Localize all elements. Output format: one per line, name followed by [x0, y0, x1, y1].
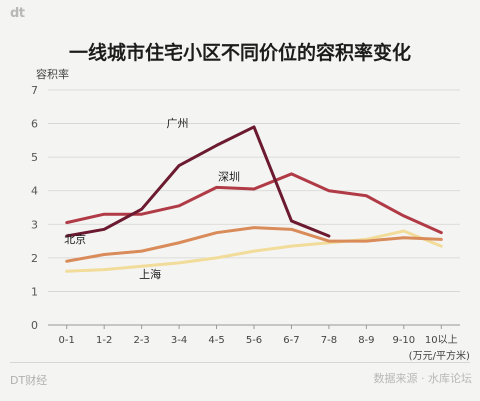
- series-line-北京: [65, 226, 443, 263]
- x-tick-label: 9-10: [392, 335, 415, 346]
- y-axis-label: 容积率: [36, 68, 69, 81]
- footer-divider: [10, 362, 470, 363]
- x-axis-label: (万元/平方米): [409, 349, 470, 362]
- y-tick-label: 1: [31, 285, 38, 298]
- footer-source: 数据来源 · 水库论坛: [373, 372, 473, 385]
- x-tick-label: 4-5: [208, 335, 224, 346]
- y-tick-label: 2: [31, 252, 38, 265]
- series-line-上海: [65, 229, 443, 273]
- series-line-广州: [65, 125, 331, 238]
- y-tick-label: 3: [31, 218, 38, 231]
- series-line-深圳: [65, 172, 443, 235]
- series-label: 上海: [139, 267, 161, 281]
- x-tick-label: 3-4: [171, 335, 187, 346]
- x-tick-label: 8-9: [358, 335, 374, 346]
- x-tick-label: 2-3: [133, 335, 149, 346]
- y-tick-label: 4: [31, 185, 38, 198]
- series-label: 广州: [167, 117, 189, 130]
- footer-brand: DT财经: [10, 374, 48, 387]
- x-tick-label: 6-7: [283, 335, 299, 346]
- x-tick-label: 0-1: [59, 335, 75, 346]
- y-tick-label: 0: [31, 319, 38, 332]
- y-tick-label: 7: [31, 84, 38, 97]
- dt-logo: dt: [10, 6, 25, 21]
- x-tick-label: 5-6: [246, 335, 262, 346]
- x-tick-label: 1-2: [96, 335, 112, 346]
- y-tick-label: 5: [31, 151, 38, 164]
- x-tick-label: 10以上: [425, 334, 458, 346]
- chart-title: 一线城市住宅小区不同价位的容积率变化: [68, 42, 411, 64]
- series-label: 北京: [64, 232, 86, 246]
- x-tick-label: 7-8: [321, 335, 337, 346]
- series-label: 深圳: [218, 171, 240, 184]
- y-tick-label: 6: [31, 118, 38, 131]
